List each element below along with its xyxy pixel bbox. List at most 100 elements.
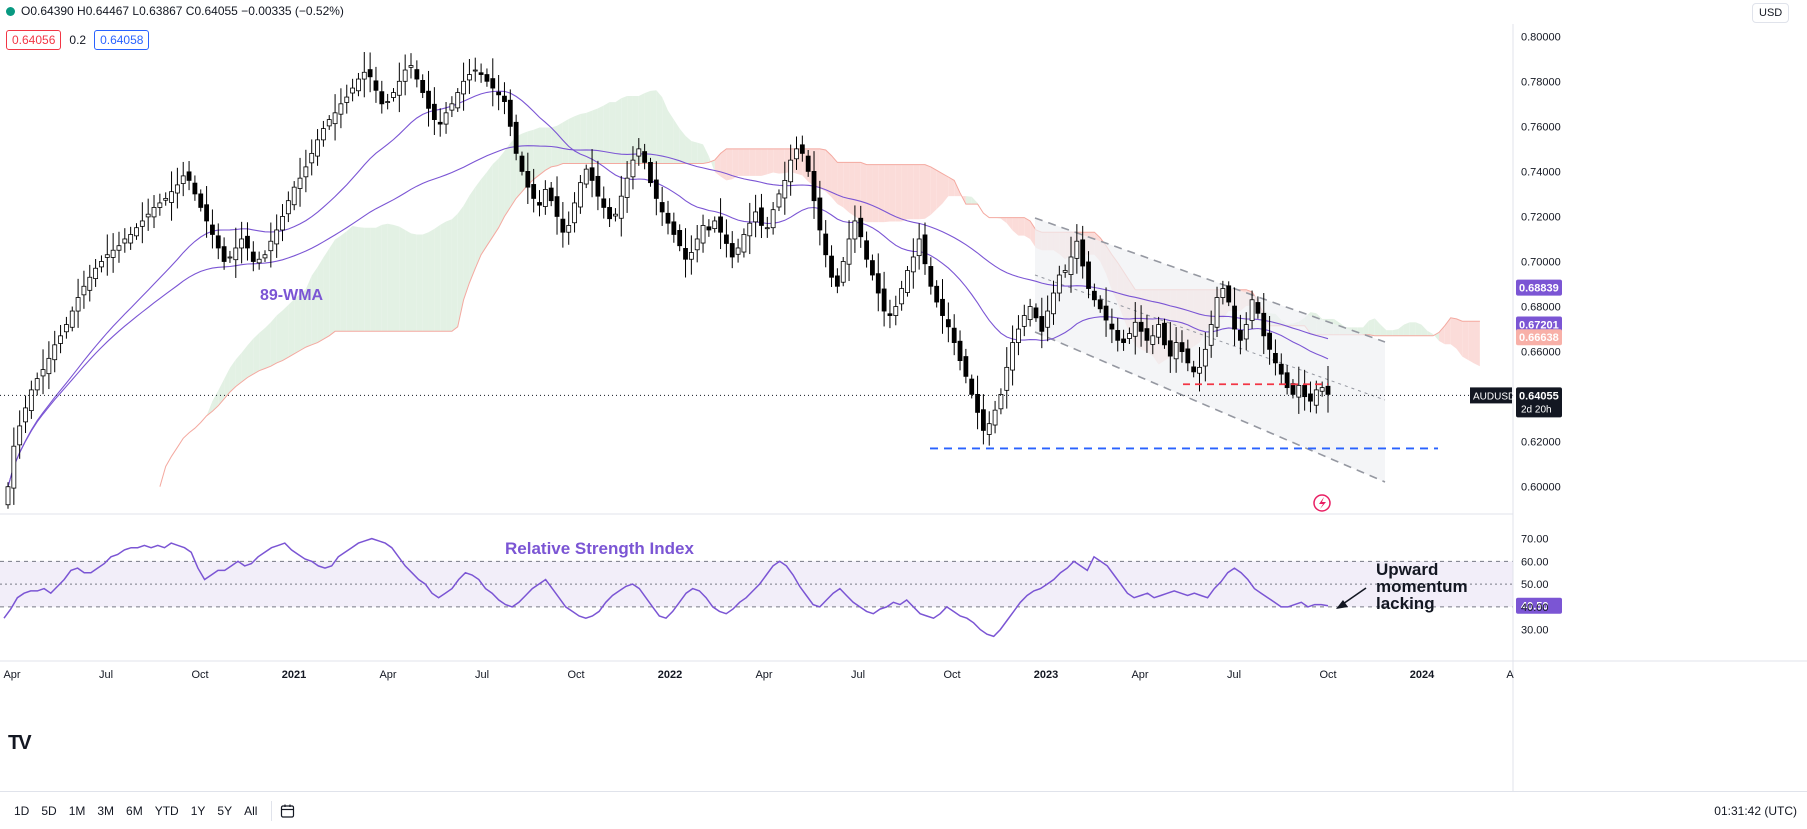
candle [502,82,507,115]
candle [1202,332,1208,382]
cloud-segment [668,110,674,164]
cloud-segment [498,151,505,228]
candle [145,198,151,231]
candle [58,325,63,354]
candle-body [554,196,560,217]
range-1d[interactable]: 1D [14,803,30,818]
cloud-segment [259,327,265,371]
candle [683,228,688,278]
range-3m[interactable]: 3M [97,803,115,818]
candle-body [449,103,455,111]
range-all[interactable]: All [244,803,258,818]
cloud-segment [913,164,920,220]
candle-body [764,227,770,230]
cloud-segment [335,235,341,332]
candle [577,175,583,214]
candle-body [128,234,134,244]
candle-body [1167,340,1173,357]
candle-body [157,202,163,208]
candle [297,157,303,207]
cloud-segment [685,135,692,164]
candle-body [834,275,840,287]
candle-body [239,238,245,249]
candles [5,52,1331,509]
lightning-event-icon[interactable] [1313,494,1331,512]
candle [338,88,344,129]
candle-body [741,234,747,253]
candle-body [204,204,209,222]
cloud-segment [510,136,517,208]
candle [1121,329,1126,351]
cloud-segment [1427,330,1434,336]
sell-button[interactable]: 0.64056 [6,30,62,50]
candle-body [64,324,69,333]
candle-body [770,209,776,229]
candle [542,180,548,215]
candle [1220,280,1226,305]
cloud-segment [930,166,937,215]
cloud-segment [708,156,715,172]
candle-body [1103,305,1109,321]
candle [776,189,782,212]
candle-body [706,226,712,231]
cloud-segment [854,162,861,220]
cloud-segment [673,119,680,164]
wma-label: 89-WMA [260,287,324,304]
candle-body [1010,342,1016,371]
cloud-segment [942,173,949,204]
candle-body [373,80,379,91]
rsi-annotation-line: Upward [1376,560,1438,579]
range-1y[interactable]: 1Y [190,803,206,818]
candle-body [753,211,759,223]
candle [11,427,17,505]
candle [23,395,28,434]
candle-body [846,238,852,265]
time-tick-label: 2022 [658,669,682,681]
candle [431,87,437,135]
price-tick-label: 0.62000 [1521,437,1561,449]
cloud-segment [387,223,394,332]
candle [905,266,910,297]
candle-body [659,202,665,213]
candle [28,380,34,419]
candle [215,223,221,260]
range-ytd[interactable]: YTD [154,803,179,818]
candle [180,161,186,197]
candle [192,175,198,201]
candle-body [215,235,221,249]
price-tick-label: 0.66000 [1521,347,1561,359]
candle [326,115,332,130]
time-tick-label: Apr [3,669,20,681]
candle-body [630,159,636,178]
price-badge-label: 0.66638 [1519,332,1559,344]
candle-body [700,225,706,244]
buy-button[interactable]: 0.64058 [94,30,150,50]
candle [899,280,905,311]
candle-body [998,393,1004,410]
candle-body [81,285,87,296]
range-6m[interactable]: 6M [126,803,143,818]
cloud-segment [924,164,931,219]
last-price-label: 0.64055 [1519,390,1559,402]
candle-body [134,227,139,237]
candle-body [58,335,63,344]
price-tick-label: 0.70000 [1521,256,1561,268]
calendar-goto-icon[interactable] [280,803,296,819]
candle-body [875,273,881,294]
candle-body [928,266,934,287]
range-1m[interactable]: 1M [68,803,86,818]
range-5d[interactable]: 5D [41,803,57,818]
range-5y[interactable]: 5Y [217,803,233,818]
time-tick-label: Jul [475,669,489,681]
cloud-segment [557,122,563,166]
candle-body [642,151,648,163]
candle [291,181,297,211]
cloud-segment [603,102,610,164]
candle [99,255,104,273]
candle-body [759,207,764,226]
candle-body [718,216,723,233]
candle-body [525,170,531,188]
cloud-segment [644,90,651,164]
currency-selector[interactable]: USD [1752,3,1790,23]
